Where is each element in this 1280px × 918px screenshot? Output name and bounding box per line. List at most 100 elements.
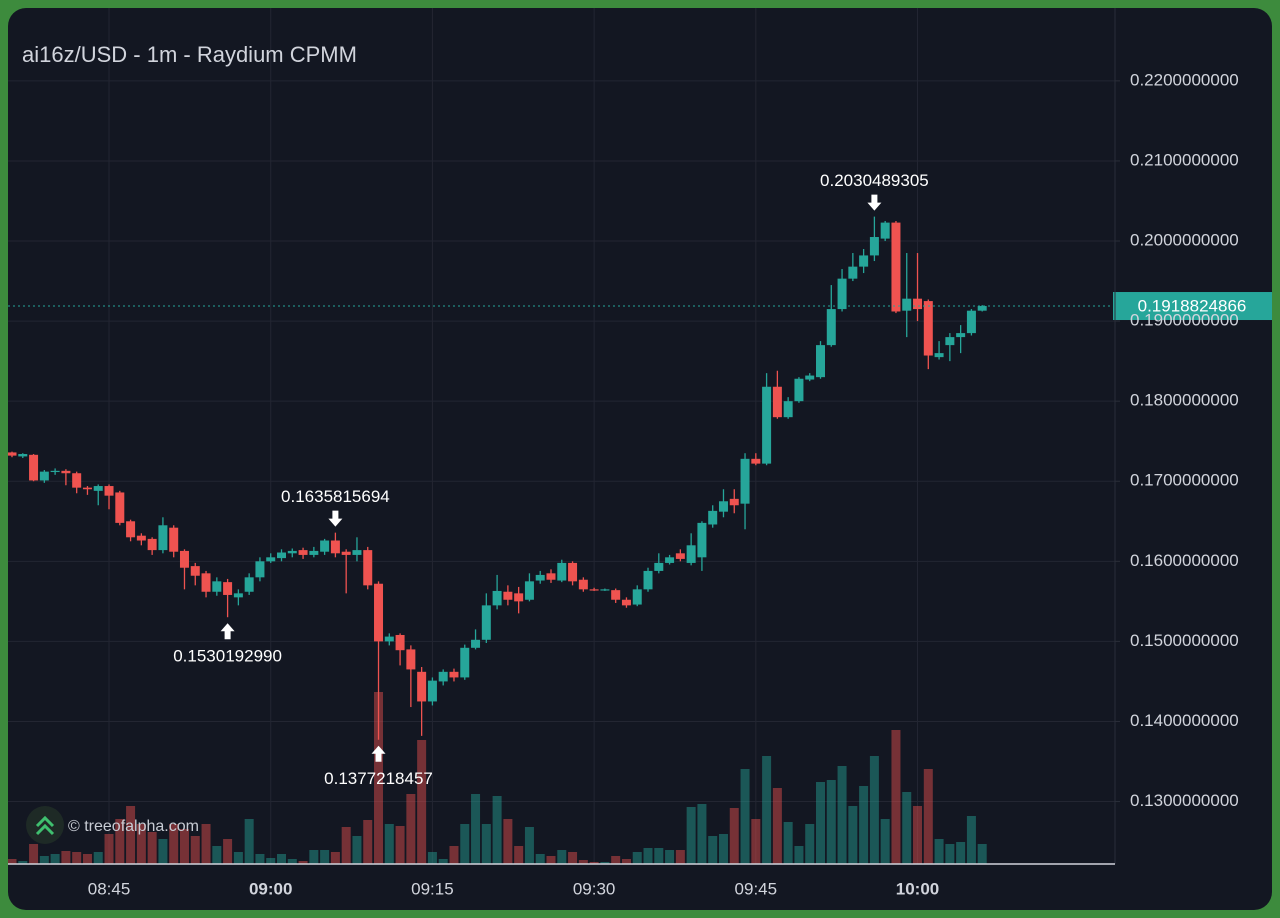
volume-bar: [233, 852, 243, 864]
volume-bar: [708, 836, 718, 864]
watermark-text: © treeofalpha.com: [68, 818, 199, 835]
candle-body: [632, 589, 642, 605]
candle-body: [266, 557, 276, 562]
candle-body: [190, 566, 200, 576]
volume-bar: [179, 829, 189, 864]
last-price-label: 0.1918824866: [1138, 297, 1247, 316]
candle-body: [816, 345, 825, 378]
volume-bar: [427, 852, 437, 864]
volume-bar: [675, 850, 685, 864]
candle-body: [805, 375, 815, 380]
y-tick-label: 0.1300000000: [1130, 791, 1239, 810]
candle-body: [891, 222, 901, 312]
volume-bar: [341, 827, 351, 864]
volume-bar: [718, 834, 728, 864]
volume-bar: [158, 839, 168, 864]
volume-bar: [869, 756, 879, 864]
volume-bar: [848, 806, 858, 864]
volume-bar: [223, 839, 233, 864]
volume-bar: [945, 844, 955, 864]
watermark: © treeofalpha.com: [26, 806, 199, 844]
candle-body: [50, 470, 60, 473]
volume-bar: [18, 861, 28, 864]
candle-body: [147, 538, 157, 551]
candle-body: [277, 552, 286, 559]
candle-body: [212, 581, 222, 592]
x-tick-label: 08:45: [88, 879, 131, 898]
volume-bar: [72, 852, 82, 864]
volume-bar: [374, 692, 384, 864]
volume-bar: [934, 839, 944, 864]
chart-title: ai16z/USD - 1m - Raydium CPMM: [22, 42, 357, 67]
volume-bar: [740, 769, 750, 864]
marker-arrow: [867, 194, 882, 211]
volume-bar: [82, 854, 92, 864]
volume-bar: [546, 856, 556, 864]
candle-body: [320, 540, 330, 552]
y-tick-label: 0.1900000000: [1130, 311, 1239, 330]
candle-body: [29, 454, 39, 481]
volume-bar: [826, 780, 836, 864]
volume-bar: [891, 730, 901, 864]
candle-body: [287, 550, 297, 554]
volume-bar: [859, 786, 869, 864]
x-tick-label: 09:45: [735, 879, 778, 898]
x-tick-label: 09:15: [411, 879, 454, 898]
candle-body: [762, 386, 772, 464]
volume-bar: [8, 859, 17, 864]
candle-body: [826, 309, 836, 346]
candle-body: [546, 573, 556, 580]
x-tick-label: 09:30: [573, 879, 616, 898]
candle-body: [352, 550, 362, 555]
volume-bar: [589, 862, 599, 864]
y-tick-label: 0.2200000000: [1130, 70, 1239, 89]
candle-body: [471, 639, 481, 648]
candle-body: [8, 452, 17, 456]
y-tick-label: 0.1800000000: [1130, 391, 1239, 410]
volume-bar: [654, 848, 664, 864]
volume-bar: [643, 848, 653, 864]
candle-body: [104, 486, 114, 496]
candle-body: [708, 510, 718, 525]
candle-body: [244, 577, 254, 592]
volume-bar: [406, 794, 416, 864]
candle-body: [514, 593, 524, 602]
volume-bar: [977, 844, 987, 864]
volume-bar: [298, 861, 308, 864]
candle-body: [751, 458, 761, 464]
candle-body: [427, 680, 437, 702]
candle-body: [179, 550, 189, 568]
volume-bar: [287, 859, 297, 864]
candle-body: [492, 590, 502, 606]
candle-body: [718, 501, 728, 512]
volume-bar: [61, 851, 71, 864]
volume-bar: [50, 854, 60, 864]
candle-body: [589, 589, 599, 591]
volume-bar: [147, 832, 157, 864]
volume-bar: [794, 846, 804, 864]
candle-body: [18, 454, 28, 457]
candle-body: [363, 550, 373, 586]
volume-bar: [277, 854, 286, 864]
volume-bar: [39, 856, 49, 864]
candle-body: [880, 222, 890, 239]
candle-body: [524, 581, 534, 600]
volume-bar: [384, 824, 394, 864]
candle-body: [600, 589, 610, 591]
candle-body: [309, 550, 319, 555]
volume-bar: [902, 792, 912, 864]
volume-bar: [772, 788, 782, 864]
y-tick-label: 0.1500000000: [1130, 631, 1239, 650]
candle-body: [934, 353, 944, 358]
volume-bar: [93, 852, 103, 864]
candle-body: [783, 401, 793, 418]
candle-body: [481, 605, 491, 640]
volume-bar: [438, 859, 448, 864]
candle-body: [341, 551, 351, 555]
candle-body: [72, 473, 82, 488]
volume-bar: [783, 822, 793, 864]
candle-body: [557, 562, 567, 581]
candle-body: [848, 266, 858, 279]
